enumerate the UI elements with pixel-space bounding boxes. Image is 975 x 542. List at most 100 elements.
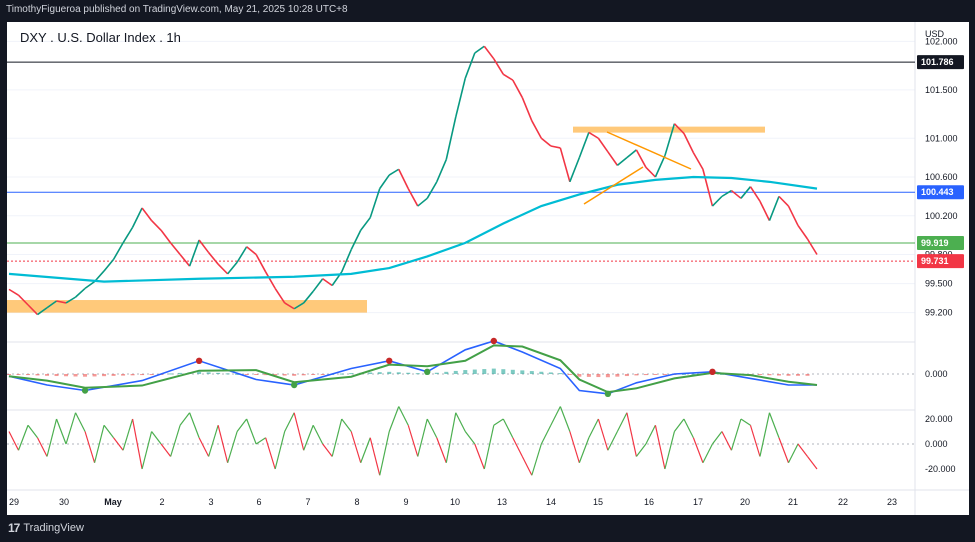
brand-bar: 17 TradingView <box>8 520 84 536</box>
price-segment <box>46 300 57 309</box>
time-tick-label: 8 <box>354 497 359 507</box>
macd-histogram-bar <box>83 374 88 377</box>
price-segment <box>188 239 200 267</box>
rsi-segment <box>740 418 751 426</box>
rsi-segment <box>274 431 286 470</box>
rsi-segment <box>293 412 305 451</box>
price-segment <box>502 73 514 81</box>
chart-canvas[interactable]: 102.000101.500101.000100.600100.20099.80… <box>7 22 969 515</box>
macd-histogram-bar <box>73 374 78 377</box>
price-segment <box>37 307 48 316</box>
demand-zone <box>7 300 367 313</box>
macd-histogram-bar <box>368 372 373 374</box>
macd-histogram-bar <box>653 374 658 375</box>
price-segment <box>787 205 799 226</box>
rsi-segment <box>521 456 533 476</box>
price-segment <box>730 189 742 199</box>
level-label: 101.786 <box>921 57 954 67</box>
macd-histogram-bar <box>643 374 648 376</box>
price-series <box>8 45 818 316</box>
rsi-segment <box>46 418 58 457</box>
rsi-segment <box>8 431 20 451</box>
macd-tick-label: 0.000 <box>925 369 948 379</box>
price-tick-label: 101.500 <box>925 85 958 95</box>
macd-histogram-bar <box>567 374 572 375</box>
macd-histogram-bar <box>795 374 800 376</box>
time-axis[interactable]: 29 30 May 2 3 6 7 8 9 10 13 14 15 16 17 20 21 22 23 <box>9 497 897 507</box>
macd-histogram-bar <box>263 374 268 376</box>
time-tick-label: 2 <box>159 497 164 507</box>
price-segment <box>512 79 524 98</box>
rsi-segment <box>778 437 790 463</box>
time-tick-label: May <box>104 497 122 507</box>
rsi-segment <box>749 425 761 457</box>
time-tick-label: 15 <box>593 497 603 507</box>
macd-histogram-bar <box>577 374 582 377</box>
price-segment <box>274 287 286 304</box>
price-segment <box>436 159 448 183</box>
price-segment <box>559 147 571 183</box>
macd-histogram-bar <box>311 374 316 375</box>
macd-cross-dot <box>604 390 612 397</box>
price-segment <box>27 304 39 316</box>
time-tick-label: 16 <box>644 497 654 507</box>
rsi-segment <box>84 431 96 463</box>
macd-histogram-bar <box>767 374 772 376</box>
macd-pane: 0.000 <box>7 337 948 397</box>
level-label: 100.443 <box>921 187 954 197</box>
price-segment <box>340 249 352 273</box>
ma-line <box>8 175 818 283</box>
rsi-segment <box>464 431 476 445</box>
macd-histogram-bar <box>130 374 135 376</box>
currency-label: USD <box>925 29 945 39</box>
macd-histogram-bar <box>529 371 534 374</box>
macd-histogram-bar <box>548 372 553 374</box>
price-segment <box>312 278 324 292</box>
rsi-segment <box>284 412 295 432</box>
macd-histogram-bar <box>206 372 211 374</box>
macd-histogram-bar <box>501 369 506 374</box>
chart-panel[interactable]: 102.000101.500101.000100.600100.20099.80… <box>7 22 969 515</box>
macd-histogram-bar <box>121 374 126 376</box>
rsi-segment <box>711 431 723 445</box>
rsi-segment <box>807 456 818 470</box>
time-tick-label: 10 <box>450 497 460 507</box>
rsi-segment <box>635 443 647 457</box>
price-segment <box>711 195 723 207</box>
macd-histogram-bar <box>102 374 107 377</box>
tradingview-logo-icon: 17 <box>8 521 20 535</box>
price-axis[interactable]: 102.000101.500101.000100.600100.20099.80… <box>925 36 958 317</box>
macd-histogram-bar <box>64 374 69 377</box>
macd-line <box>8 340 817 395</box>
rsi-segment <box>692 437 704 463</box>
price-segment <box>540 137 552 147</box>
triangle-pattern[interactable] <box>583 131 692 205</box>
macd-histogram-bar <box>776 374 781 376</box>
level-label-box <box>917 185 964 200</box>
rsi-segment <box>65 412 77 445</box>
price-segment <box>426 181 438 199</box>
macd-histogram-bar <box>539 371 544 374</box>
macd-histogram-bar <box>482 369 487 374</box>
level-labels: 101.786 100.443 99.919 99.731 <box>917 55 964 269</box>
macd-histogram-bar <box>463 370 468 374</box>
rsi-segment <box>170 425 181 457</box>
macd-histogram-bar <box>111 374 116 376</box>
price-segment <box>531 120 543 139</box>
rsi-segment <box>360 437 371 463</box>
macd-histogram-bar <box>691 373 696 375</box>
macd-histogram-bar <box>292 374 297 376</box>
rsi-segment <box>265 437 276 470</box>
chart-title: DXY . U.S. Dollar Index . 1h <box>20 30 181 45</box>
macd-histogram-bar <box>16 374 21 375</box>
rsi-segment <box>27 424 38 439</box>
rsi-segment <box>493 418 504 426</box>
rsi-segment <box>607 431 618 451</box>
rsi-segment <box>398 406 409 426</box>
rsi-segment <box>578 437 590 463</box>
rsi-segment <box>797 443 808 457</box>
price-segment <box>588 131 599 139</box>
price-segment <box>246 246 257 256</box>
time-tick-label: 6 <box>256 497 261 507</box>
macd-histogram-bar <box>662 374 667 375</box>
